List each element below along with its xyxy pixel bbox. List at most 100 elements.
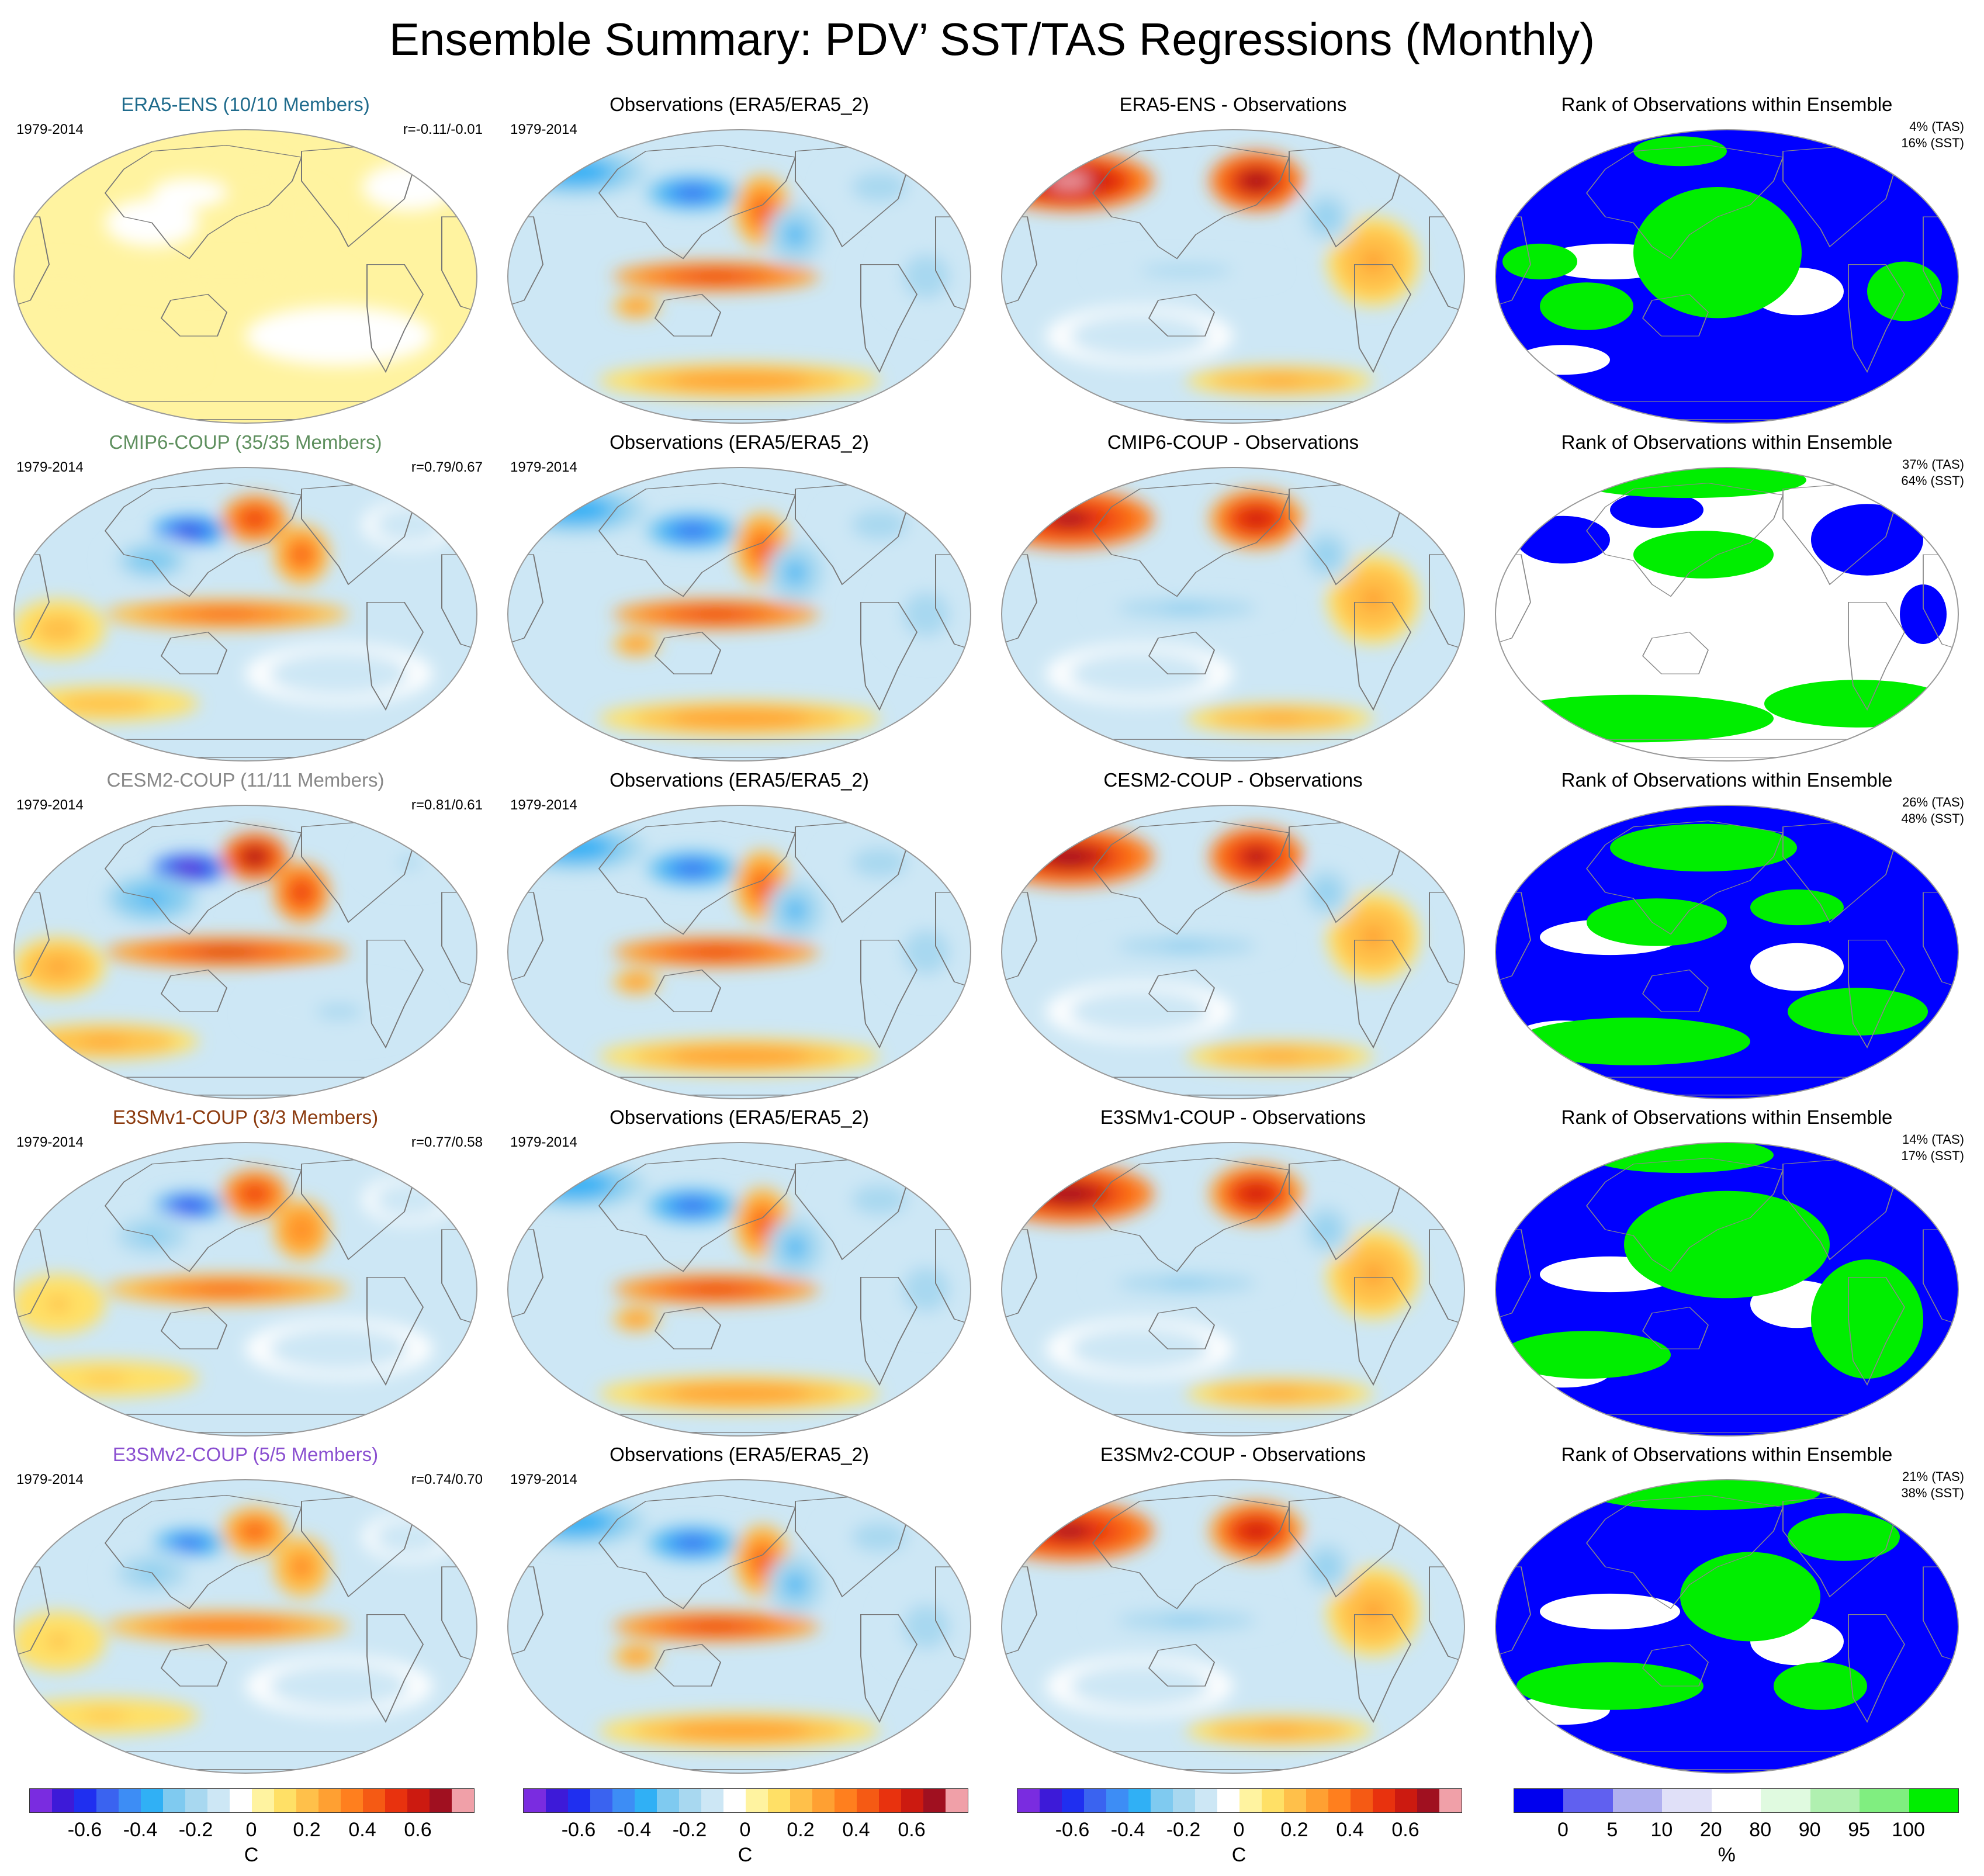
colorbar-tick-label: 0.4	[842, 1819, 870, 1841]
colorbar-tick-label: -0.2	[178, 1819, 213, 1841]
field-anomaly	[82, 361, 129, 371]
rank-high-region	[1610, 823, 1797, 872]
field-anomaly	[316, 1004, 362, 1019]
map-frame	[507, 805, 971, 1099]
colorbar-tick-label: 0	[1233, 1819, 1245, 1841]
field-anomaly	[915, 1615, 938, 1638]
coastline-asia	[1092, 1157, 1290, 1272]
colorbar-swatch	[1106, 1789, 1128, 1812]
colorbar-unit: C	[1231, 1844, 1247, 1866]
map-frame	[1495, 805, 1959, 1099]
obs-panel-title: Observations (ERA5/ERA5_2)	[610, 769, 869, 791]
diff-panel-title: ERA5-ENS - Observations	[1119, 94, 1347, 115]
field-anomaly	[1163, 1280, 1210, 1286]
rank-tas-label: 37% (TAS)	[1902, 457, 1964, 472]
obs-panel-row-2: Observations (ERA5/ERA5_2) 1979-2014	[500, 431, 979, 764]
field-anomaly	[1320, 1222, 1334, 1237]
coastline-samerica	[860, 601, 918, 711]
field-anomaly	[704, 1389, 774, 1399]
field-anomaly	[47, 283, 70, 299]
field-anomaly	[1116, 328, 1163, 344]
coastline-asia	[598, 820, 797, 935]
colorbar-swatch	[1195, 1789, 1217, 1812]
field-anomaly	[631, 978, 642, 985]
map-frame	[1001, 1142, 1465, 1437]
field-anomaly	[82, 1374, 129, 1383]
obs-map	[507, 129, 971, 424]
colorbar-swatch	[296, 1789, 318, 1812]
rank-panel-row-2: Rank of Observations within Ensemble 37% …	[1487, 431, 1966, 764]
coastline-samerica	[860, 264, 918, 373]
colorbar-tick-label: 80	[1749, 1819, 1772, 1841]
field-anomaly	[295, 209, 309, 224]
coastline-samerica	[366, 1614, 424, 1723]
field-anomaly	[180, 1202, 199, 1210]
field-anomaly	[180, 527, 199, 535]
map-frame	[507, 129, 971, 424]
colorbar-swatches	[1017, 1788, 1462, 1813]
coastline-asia	[598, 1157, 797, 1272]
field-anomaly	[196, 610, 257, 618]
period-label: 1979-2014	[16, 122, 84, 137]
rank-map	[1495, 129, 1959, 424]
colorbar-tick-label: -0.4	[123, 1819, 158, 1841]
rank-high-region	[1540, 282, 1633, 330]
field-anomaly	[788, 227, 802, 243]
colorbar-tick-label: 0	[245, 1819, 257, 1841]
rank-sst-label: 17% (SST)	[1901, 1148, 1964, 1163]
coastline-australia	[1148, 1643, 1216, 1687]
field-anomaly	[1362, 1600, 1385, 1623]
colorbar-swatches	[29, 1788, 475, 1813]
field-anomaly	[1245, 511, 1268, 527]
diff-map	[1001, 1479, 1465, 1774]
diff-panel-title: CMIP6-COUP - Observations	[1107, 431, 1359, 453]
map-frame	[1001, 467, 1465, 762]
field-anomaly	[690, 1285, 742, 1293]
colorbar-swatch	[1306, 1789, 1328, 1812]
rank-tas-label: 26% (TAS)	[1902, 795, 1964, 809]
correlation-label: r=-0.11/-0.01	[403, 122, 483, 137]
field-anomaly	[247, 850, 263, 863]
map-frame	[507, 467, 971, 762]
coastline-samerica	[366, 1276, 424, 1386]
field-anomaly	[1362, 588, 1385, 611]
colorbar-swatch	[1062, 1789, 1084, 1812]
field-anomaly	[1320, 209, 1334, 224]
colorbar-swatch	[74, 1789, 96, 1812]
colorbar-tick-label: 100	[1892, 1819, 1925, 1841]
colorbar-swatch	[1612, 1789, 1663, 1812]
diff-panel-title: E3SMv2-COUP - Observations	[1100, 1444, 1366, 1465]
diff-map	[1001, 1142, 1465, 1437]
obs-panel-title: Observations (ERA5/ERA5_2)	[610, 1106, 869, 1128]
colorbar-swatch	[385, 1789, 407, 1812]
field-anomaly	[397, 1531, 421, 1543]
coastline-australia	[1642, 1643, 1709, 1687]
colorbar-swatch	[1909, 1789, 1958, 1812]
field-anomaly	[788, 565, 802, 580]
field-anomaly	[1362, 1263, 1385, 1286]
colorbar-swatch	[635, 1789, 657, 1812]
colorbar-swatch	[1284, 1789, 1306, 1812]
diff-panel-row-1: ERA5-ENS - Observations	[993, 94, 1473, 427]
coastline-samerica	[860, 1614, 918, 1723]
rank-high-region	[1764, 680, 1951, 728]
coastline-australia	[160, 969, 228, 1012]
coastline-asia	[104, 820, 303, 935]
colorbar-tick-label: 10	[1650, 1819, 1673, 1841]
colorbar-swatch	[452, 1789, 474, 1812]
rank-tas-label: 4% (TAS)	[1909, 119, 1964, 134]
field-anomaly	[681, 864, 704, 873]
coastline-asia	[104, 482, 303, 597]
colorbar-swatch	[430, 1789, 452, 1812]
diff-panel-row-2: CMIP6-COUP - Observations	[993, 431, 1473, 764]
map-frame	[1001, 129, 1465, 424]
colorbar-swatch	[207, 1789, 230, 1812]
diff-panel-row-3: CESM2-COUP - Observations	[993, 769, 1473, 1102]
model-panel-row-5: E3SMv2-COUP (5/5 Members) 1979-2014 r=0.74…	[6, 1444, 485, 1777]
field-anomaly	[865, 1529, 894, 1545]
map-frame	[13, 805, 477, 1099]
field-anomaly	[180, 1539, 199, 1547]
field-anomaly	[47, 1633, 70, 1649]
map-frame	[1001, 1479, 1465, 1774]
period-label: 1979-2014	[510, 1472, 577, 1487]
